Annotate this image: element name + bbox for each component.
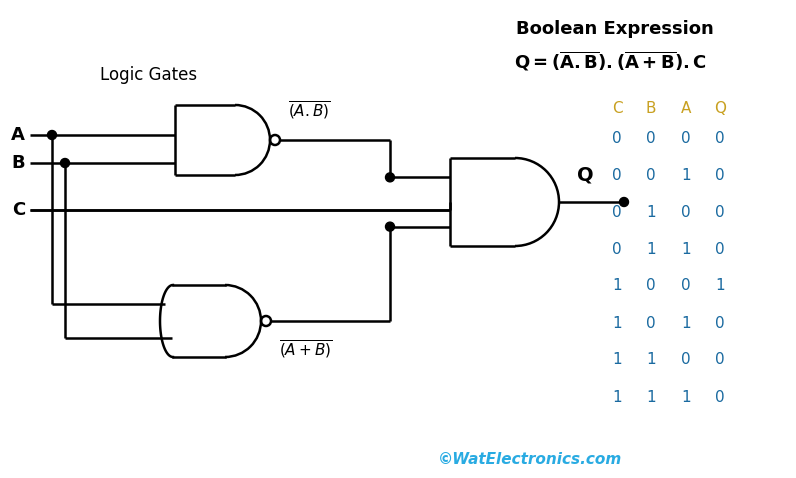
Text: 0: 0: [681, 352, 691, 368]
Text: 0: 0: [646, 167, 656, 183]
Text: $\mathbf{Q = (\overline{A.B}).(\overline{A+B}).C}$: $\mathbf{Q = (\overline{A.B}).(\overline…: [513, 50, 706, 74]
Text: 1: 1: [612, 279, 622, 293]
Circle shape: [60, 159, 69, 167]
Text: C: C: [12, 201, 25, 219]
Text: Q: Q: [714, 100, 726, 116]
Text: 0: 0: [715, 315, 725, 330]
Text: $\overline{(A+B)}$: $\overline{(A+B)}$: [279, 339, 333, 361]
Text: 0: 0: [715, 205, 725, 219]
Text: 0: 0: [646, 279, 656, 293]
Text: 1: 1: [681, 167, 691, 183]
Text: 0: 0: [715, 390, 725, 404]
Circle shape: [619, 197, 629, 206]
Circle shape: [385, 222, 395, 231]
Text: 0: 0: [646, 315, 656, 330]
Text: 0: 0: [681, 130, 691, 145]
Text: 0: 0: [612, 241, 622, 257]
Text: 0: 0: [612, 130, 622, 145]
Text: 0: 0: [715, 352, 725, 368]
Circle shape: [385, 173, 395, 182]
Text: 0: 0: [612, 205, 622, 219]
Text: 1: 1: [681, 390, 691, 404]
Text: 0: 0: [715, 130, 725, 145]
Text: 1: 1: [612, 352, 622, 368]
Text: 1: 1: [612, 315, 622, 330]
Text: 0: 0: [681, 279, 691, 293]
Text: 1: 1: [681, 241, 691, 257]
Text: 1: 1: [681, 315, 691, 330]
Text: 0: 0: [715, 167, 725, 183]
Text: 0: 0: [646, 130, 656, 145]
Text: A: A: [681, 100, 691, 116]
Text: Boolean Expression: Boolean Expression: [516, 20, 714, 38]
Text: B: B: [646, 100, 656, 116]
Text: 1: 1: [646, 241, 656, 257]
Text: 1: 1: [715, 279, 725, 293]
Text: 1: 1: [612, 390, 622, 404]
Text: Q: Q: [577, 165, 594, 184]
Text: B: B: [11, 154, 25, 172]
Text: 0: 0: [715, 241, 725, 257]
Circle shape: [48, 130, 57, 140]
Text: C: C: [611, 100, 622, 116]
Text: 1: 1: [646, 352, 656, 368]
Text: ©WatElectronics.com: ©WatElectronics.com: [438, 453, 622, 467]
Text: 0: 0: [612, 167, 622, 183]
Text: A: A: [11, 126, 25, 144]
Text: 0: 0: [681, 205, 691, 219]
Text: $\overline{(A.B)}$: $\overline{(A.B)}$: [288, 100, 330, 122]
Text: 1: 1: [646, 390, 656, 404]
Text: Logic Gates: Logic Gates: [100, 66, 197, 84]
Text: 1: 1: [646, 205, 656, 219]
